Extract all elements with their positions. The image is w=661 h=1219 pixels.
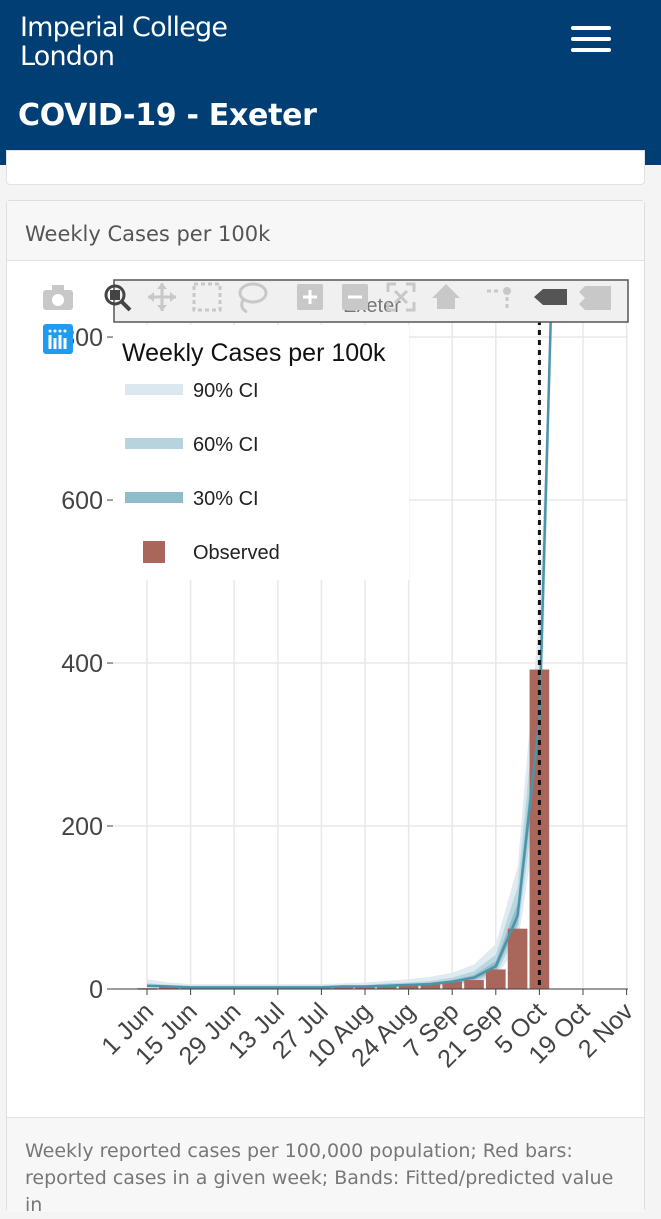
legend-swatch bbox=[125, 438, 183, 449]
zoom-in-icon[interactable] bbox=[297, 284, 323, 310]
y-tick-label: 200 bbox=[61, 813, 103, 841]
chart-legend[interactable]: Weekly Cases per 100k 90% CI 60% CI 30% CI O… bbox=[113, 325, 409, 580]
legend-item-label: 30% CI bbox=[193, 488, 259, 510]
hover-closest-icon[interactable] bbox=[534, 289, 567, 305]
lasso-select-icon[interactable] bbox=[238, 282, 268, 314]
legend-item-label: Observed bbox=[193, 542, 280, 564]
toggle-spike-lines-icon[interactable] bbox=[487, 287, 511, 311]
legend-title: Weekly Cases per 100k bbox=[122, 339, 386, 367]
legend-background bbox=[113, 325, 409, 580]
observed-bar bbox=[158, 987, 179, 989]
observed-bars bbox=[137, 669, 550, 990]
observed-bar bbox=[442, 981, 463, 989]
logo-line-2: London bbox=[20, 41, 115, 72]
autoscale-icon[interactable] bbox=[386, 282, 416, 312]
observed-bar bbox=[464, 980, 484, 989]
box-select-icon[interactable] bbox=[192, 282, 222, 312]
observed-bar bbox=[420, 984, 441, 989]
card-header: Weekly Cases per 100k bbox=[7, 201, 644, 261]
ci-60-area bbox=[147, 280, 552, 989]
previous-card-bottom bbox=[6, 150, 645, 185]
hamburger-menu-icon[interactable] bbox=[568, 24, 614, 54]
legend-item-label: 60% CI bbox=[193, 434, 259, 456]
y-tick-label: 0 bbox=[89, 976, 103, 1004]
zoom-out-icon[interactable] bbox=[342, 284, 368, 310]
observed-bar bbox=[485, 969, 506, 989]
observed-bar bbox=[376, 986, 397, 989]
logo-line-1: Imperial College bbox=[20, 12, 228, 43]
hover-compare-icon[interactable] bbox=[579, 286, 611, 310]
chart-caption: Weekly reported cases per 100,000 popula… bbox=[25, 1140, 614, 1216]
plot-toolbar[interactable]: Exeter bbox=[43, 279, 629, 354]
observed-bar bbox=[333, 987, 354, 989]
legend-swatch bbox=[143, 541, 165, 563]
zoom-icon[interactable] bbox=[104, 284, 132, 312]
observed-bar bbox=[507, 928, 528, 989]
reset-axes-icon[interactable] bbox=[432, 284, 460, 309]
legend-swatch bbox=[125, 384, 183, 395]
card-footer: Weekly reported cases per 100,000 popula… bbox=[7, 1117, 644, 1216]
site-header: Imperial College London COVID-19 - Exete… bbox=[0, 0, 661, 165]
ci-60-band bbox=[147, 280, 552, 989]
page-title: COVID-19 - Exeter bbox=[18, 98, 317, 133]
y-tick-label: 400 bbox=[61, 650, 103, 678]
card-title: Weekly Cases per 100k bbox=[25, 222, 271, 246]
legend-swatch bbox=[125, 492, 183, 503]
observed-bar bbox=[529, 669, 550, 989]
imperial-logo[interactable]: Imperial College London bbox=[20, 12, 228, 72]
observed-bar bbox=[398, 984, 419, 989]
pan-icon[interactable] bbox=[148, 283, 176, 311]
y-tick-label: 600 bbox=[61, 487, 103, 515]
fit-median-line bbox=[146, 279, 554, 989]
camera-icon[interactable] bbox=[43, 285, 73, 310]
legend-item-label: 90% CI bbox=[193, 380, 259, 402]
fit-line bbox=[146, 279, 554, 989]
plotly-logo-icon[interactable] bbox=[43, 324, 73, 354]
